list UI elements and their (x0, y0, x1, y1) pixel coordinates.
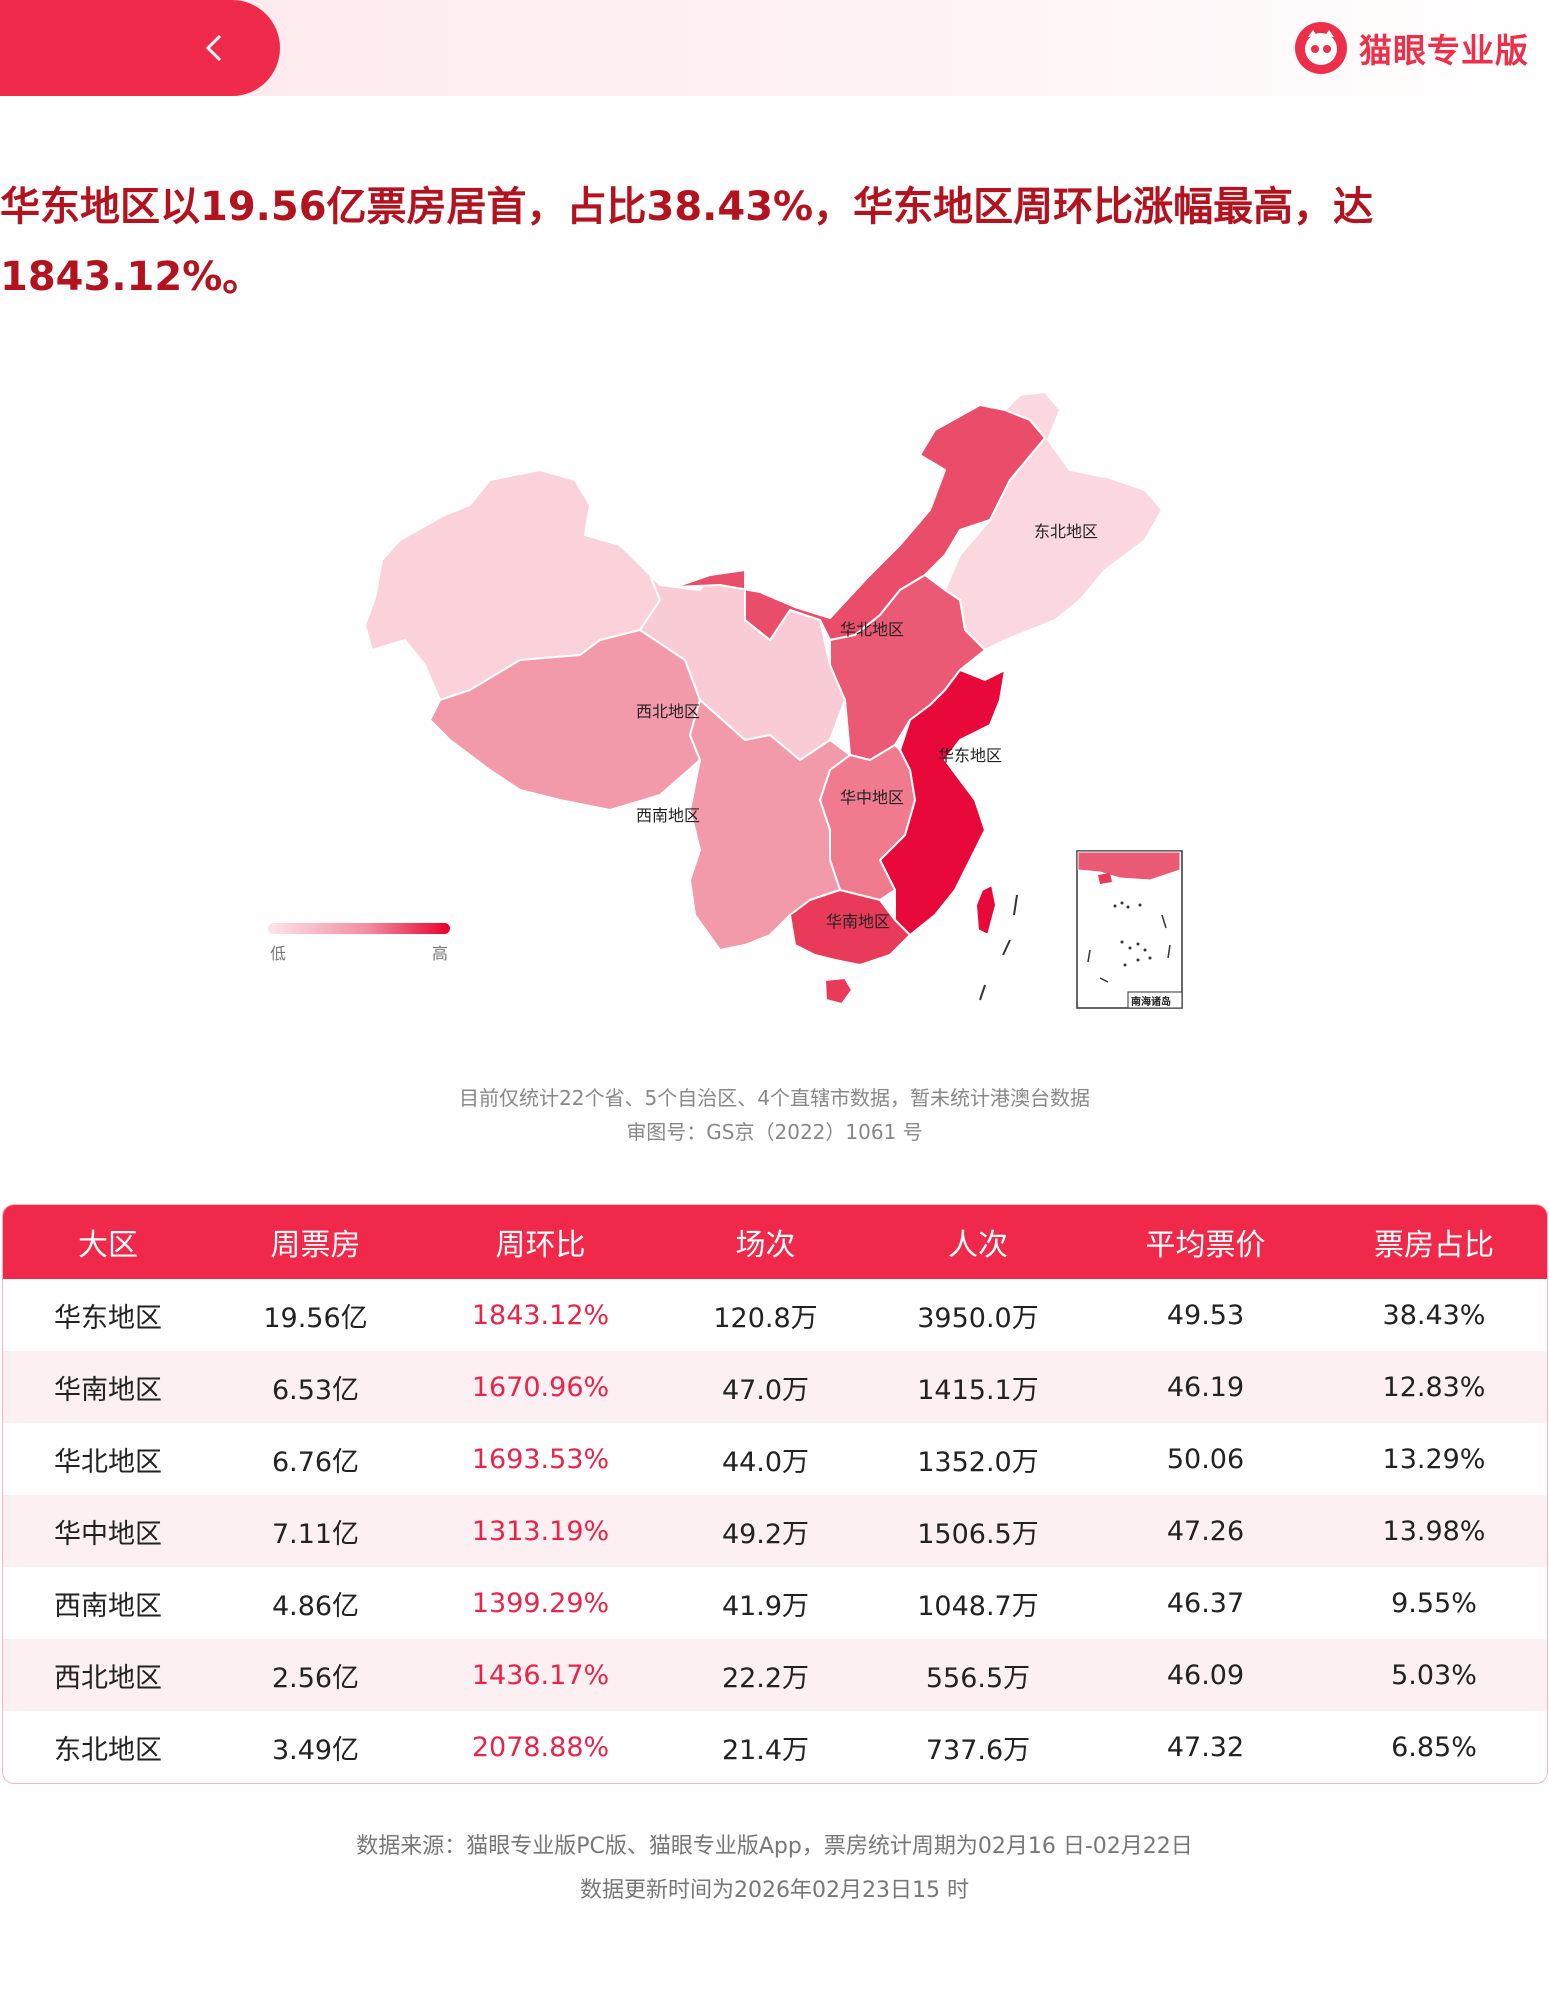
cell-week-over-week: 1313.19% (471, 1515, 610, 1547)
cell-region: 西南地区 (54, 1590, 162, 1622)
cell-week-over-week: 1436.17% (471, 1659, 610, 1691)
cell-share: 5.03% (1391, 1659, 1477, 1691)
cell-share: 12.83% (1382, 1371, 1486, 1403)
maoyan-logo-icon (1295, 22, 1347, 74)
region-box-office-table: 大区 周票房 周环比 场次 人次 平均票价 票房占比 华东地区 19.56亿 1… (2, 1204, 1548, 1784)
map-note-coverage: 目前仅统计22个省、5个自治区、4个直辖市数据，暂未统计港澳台数据 (459, 1086, 1090, 1110)
back-arrow-icon (205, 34, 222, 62)
map-label-huanan: 华南地区 (826, 912, 891, 931)
legend-gradient-bar (268, 923, 450, 934)
cell-share: 38.43% (1382, 1299, 1486, 1331)
table-header-row: 大区 周票房 周环比 场次 人次 平均票价 票房占比 (3, 1205, 1547, 1279)
map-label-huabei: 华北地区 (840, 620, 905, 639)
cell-screenings: 22.2万 (721, 1662, 810, 1694)
table-header-weekly-box-office: 周票房 (270, 1228, 361, 1263)
cell-admissions: 1415.1万 (917, 1374, 1039, 1406)
map-label-xibei: 西北地区 (636, 702, 701, 721)
cell-weekly-box-office: 4.86亿 (271, 1590, 360, 1622)
cell-weekly-box-office: 6.53亿 (271, 1374, 360, 1406)
headline: 华东地区以19.56亿票房居首，占比38.43%，华东地区周环比涨幅最高，达 1… (0, 172, 1480, 312)
cell-region: 华中地区 (54, 1518, 162, 1550)
cell-weekly-box-office: 19.56亿 (263, 1302, 368, 1334)
map-region-dongbei (944, 391, 1163, 651)
cell-admissions: 737.6万 (925, 1734, 1031, 1766)
cell-screenings: 21.4万 (721, 1734, 810, 1766)
cell-week-over-week: 1693.53% (471, 1443, 610, 1475)
table-row: 西北地区 2.56亿 1436.17% 22.2万 556.5万 46.09 5… (3, 1639, 1547, 1711)
china-region-map (364, 391, 1183, 1009)
cell-region: 华南地区 (54, 1374, 162, 1406)
map-label-xinan: 西南地区 (636, 806, 701, 825)
table-header-week-over-week: 周环比 (495, 1228, 586, 1263)
map-region-huanan (789, 889, 911, 966)
cell-avg-ticket-price: 46.09 (1166, 1659, 1245, 1691)
cell-week-over-week: 1670.96% (471, 1371, 610, 1403)
table-header-screenings: 场次 (735, 1228, 796, 1263)
back-button[interactable] (0, 0, 280, 96)
table-header-region: 大区 (78, 1228, 138, 1263)
cell-region: 华北地区 (54, 1446, 162, 1478)
table-header-admissions: 人次 (948, 1228, 1008, 1263)
headline-line-2: 1843.12%。 (0, 254, 263, 300)
cell-screenings: 120.8万 (713, 1302, 818, 1334)
cell-week-over-week: 1399.29% (471, 1587, 610, 1619)
cell-avg-ticket-price: 50.06 (1166, 1443, 1245, 1475)
cell-weekly-box-office: 6.76亿 (271, 1446, 360, 1478)
map-label-dongbei: 东北地区 (1034, 522, 1099, 541)
south-china-sea-inset (1076, 850, 1183, 1009)
cell-admissions: 1048.7万 (917, 1590, 1039, 1622)
table-row: 华东地区 19.56亿 1843.12% 120.8万 3950.0万 49.5… (3, 1279, 1547, 1351)
cell-weekly-box-office: 2.56亿 (271, 1662, 360, 1694)
cell-region: 华东地区 (54, 1302, 162, 1334)
cell-region: 东北地区 (54, 1734, 162, 1766)
cell-region: 西北地区 (54, 1662, 162, 1694)
cell-avg-ticket-price: 49.53 (1166, 1299, 1245, 1331)
table-row: 华北地区 6.76亿 1693.53% 44.0万 1352.0万 50.06 … (3, 1423, 1547, 1495)
map-label-huazhong: 华中地区 (840, 788, 905, 807)
table-header-share: 票房占比 (1374, 1228, 1494, 1263)
headline-line-1: 华东地区以19.56亿票房居首，占比38.43%，华东地区周环比涨幅最高，达 (0, 184, 1374, 230)
cell-admissions: 1352.0万 (917, 1446, 1039, 1478)
table-row: 西南地区 4.86亿 1399.29% 41.9万 1048.7万 46.37 … (3, 1567, 1547, 1639)
cell-share: 6.85% (1391, 1731, 1477, 1763)
cell-screenings: 49.2万 (721, 1518, 810, 1550)
legend-low-label: 低 (270, 944, 287, 963)
cell-week-over-week: 1843.12% (471, 1299, 610, 1331)
legend-high-label: 高 (432, 944, 449, 963)
top-banner: 猫眼专业版 (0, 0, 1549, 96)
cell-share: 13.98% (1382, 1515, 1486, 1547)
map-note-approval: 审图号：GS京（2022）1061 号 (626, 1120, 923, 1144)
cell-avg-ticket-price: 46.19 (1166, 1371, 1245, 1403)
cell-share: 13.29% (1382, 1443, 1486, 1475)
cell-screenings: 47.0万 (721, 1374, 810, 1406)
footer-data-source: 数据来源：猫眼专业版PC版、猫眼专业版App，票房统计周期为02月16 日-02… (356, 1834, 1193, 1859)
cell-screenings: 44.0万 (721, 1446, 810, 1478)
cell-share: 9.55% (1391, 1587, 1477, 1619)
map-label-huadong: 华东地区 (938, 746, 1003, 765)
table-row: 华中地区 7.11亿 1313.19% 49.2万 1506.5万 47.26 … (3, 1495, 1547, 1567)
inset-label: 南海诸岛 (1131, 997, 1171, 1008)
cell-avg-ticket-price: 47.32 (1166, 1731, 1245, 1763)
cell-weekly-box-office: 3.49亿 (271, 1734, 360, 1766)
cell-avg-ticket-price: 47.26 (1166, 1515, 1245, 1547)
table-header-avg-ticket-price: 平均票价 (1145, 1228, 1266, 1263)
table-row: 东北地区 3.49亿 2078.88% 21.4万 737.6万 47.32 6… (3, 1711, 1547, 1783)
brand-name: 猫眼专业版 (1359, 31, 1529, 70)
footer-update-time: 数据更新时间为2026年02月23日15 时 (580, 1878, 969, 1903)
brand: 猫眼专业版 (1295, 22, 1529, 74)
cell-avg-ticket-price: 46.37 (1166, 1587, 1245, 1619)
map-region-taiwan (975, 884, 997, 936)
table-row: 华南地区 6.53亿 1670.96% 47.0万 1415.1万 46.19 … (3, 1351, 1547, 1423)
cell-admissions: 1506.5万 (917, 1518, 1039, 1550)
cell-weekly-box-office: 7.11亿 (271, 1518, 360, 1550)
cell-week-over-week: 2078.88% (471, 1731, 610, 1763)
cell-screenings: 41.9万 (721, 1590, 810, 1622)
map-region-hainan (824, 977, 853, 1005)
cell-admissions: 556.5万 (925, 1662, 1031, 1694)
cell-admissions: 3950.0万 (917, 1302, 1039, 1334)
sea-dashes (979, 894, 1018, 1001)
